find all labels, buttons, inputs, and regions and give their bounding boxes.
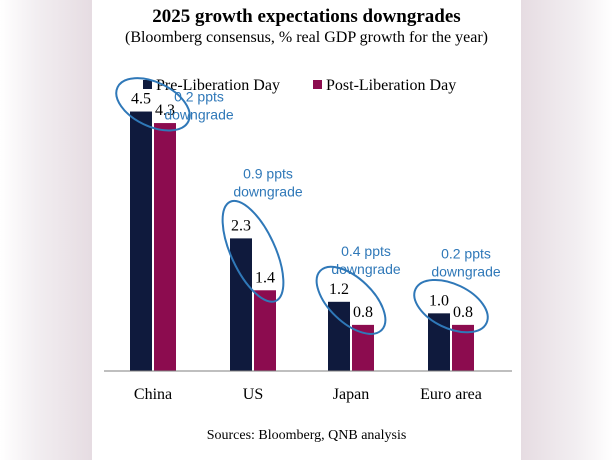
data-label-us-pre: 2.3	[231, 217, 251, 234]
data-label-japan-pre: 1.2	[329, 281, 349, 298]
bar-china-pre	[130, 111, 152, 371]
background-right	[521, 0, 613, 460]
bars-group	[130, 111, 474, 371]
x-tick-label-us: US	[243, 386, 263, 403]
highlight-ellipse-china	[115, 77, 191, 132]
data-label-us-post: 1.4	[255, 269, 275, 286]
data-label-china-pre: 4.5	[131, 91, 151, 108]
bar-japan-post	[352, 324, 374, 371]
legend-swatch-pre	[143, 80, 152, 89]
annotation-euro-area-label: downgrade	[431, 263, 500, 279]
annotation-us-label: downgrade	[233, 183, 302, 199]
data-label-china-post: 4.3	[155, 102, 175, 119]
bar-japan-pre	[328, 301, 350, 371]
legend-swatch-post	[313, 80, 322, 89]
x-tick-label-china: China	[134, 386, 172, 403]
annotation-us-amount: 0.9 ppts	[243, 165, 293, 181]
x-tick-labels: China US Japan Euro area	[134, 386, 482, 403]
bar-us-pre	[230, 238, 252, 371]
chart-subtitle: (Bloomberg consensus, % real GDP growth …	[124, 29, 489, 46]
annotation-china-label: downgrade	[164, 107, 233, 123]
annotation-euro-area-amount: 0.2 ppts	[441, 245, 491, 261]
x-tick-label-euro-area: Euro area	[420, 386, 482, 403]
source-note: Sources: Bloomberg, QNB analysis	[206, 428, 407, 443]
bar-china-post	[154, 123, 176, 371]
annotation-japan-amount: 0.4 ppts	[341, 243, 391, 259]
data-label-euro-area-post: 0.8	[453, 304, 473, 321]
background-left	[0, 0, 92, 460]
highlight-ellipse-euro-area	[413, 278, 489, 334]
data-label-euro-area-pre: 1.0	[429, 292, 449, 309]
x-tick-label-japan: Japan	[333, 386, 369, 403]
data-labels-group: 4.54.32.31.41.20.81.00.8	[131, 91, 473, 321]
data-label-japan-post: 0.8	[353, 304, 373, 321]
highlight-ellipses	[115, 77, 489, 335]
legend-label-pre: Pre-Liberation Day	[156, 77, 280, 94]
legend: Pre-Liberation Day Post-Liberation Day	[143, 77, 456, 94]
highlight-ellipse-japan	[315, 265, 387, 335]
highlight-ellipse-us	[221, 199, 285, 303]
bar-euro-area-post	[452, 324, 474, 371]
annotations-group: 0.2 ppts downgrade 0.9 ppts downgrade 0.4 pp…	[164, 89, 500, 280]
chart-title: 2025 growth expectations downgrades	[152, 6, 461, 27]
annotation-japan-label: downgrade	[331, 261, 400, 277]
bar-us-post	[254, 290, 276, 371]
annotation-china-amount: 0.2 ppts	[174, 89, 224, 105]
bar-euro-area-pre	[428, 313, 450, 371]
legend-label-post: Post-Liberation Day	[326, 77, 456, 94]
